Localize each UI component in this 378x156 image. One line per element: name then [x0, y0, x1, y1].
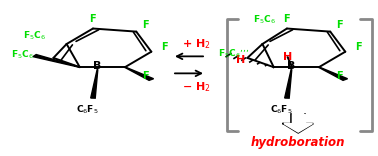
Polygon shape [284, 124, 313, 132]
Text: F$_5$C$_6$’’’: F$_5$C$_6$’’’ [218, 47, 249, 60]
Text: F: F [283, 14, 290, 24]
Polygon shape [33, 55, 80, 67]
Text: hydroboration: hydroboration [251, 136, 345, 149]
Text: C$_6$F$_5$: C$_6$F$_5$ [270, 103, 293, 116]
Text: + H$_2$: + H$_2$ [182, 37, 211, 51]
Text: F$_5$C$_6$: F$_5$C$_6$ [23, 29, 46, 42]
Text: F: F [89, 14, 96, 24]
Text: F: F [143, 20, 149, 30]
Polygon shape [125, 67, 153, 80]
Text: H: H [283, 52, 292, 62]
Text: − H$_2$: − H$_2$ [182, 80, 211, 94]
Text: F: F [336, 71, 343, 81]
Text: C$_6$F$_5$: C$_6$F$_5$ [76, 103, 99, 116]
Text: H: H [236, 55, 246, 65]
Text: F$_5$C$_6$: F$_5$C$_6$ [253, 14, 276, 26]
Text: B: B [93, 61, 102, 71]
Text: F: F [161, 42, 168, 52]
Polygon shape [285, 69, 292, 98]
Polygon shape [319, 67, 347, 80]
Polygon shape [292, 114, 305, 124]
Text: F: F [355, 42, 362, 52]
Text: F$_5$C$_6$: F$_5$C$_6$ [11, 49, 34, 61]
Text: F: F [143, 71, 149, 81]
Polygon shape [91, 69, 98, 98]
Text: F: F [336, 20, 343, 30]
Text: B: B [287, 61, 296, 71]
